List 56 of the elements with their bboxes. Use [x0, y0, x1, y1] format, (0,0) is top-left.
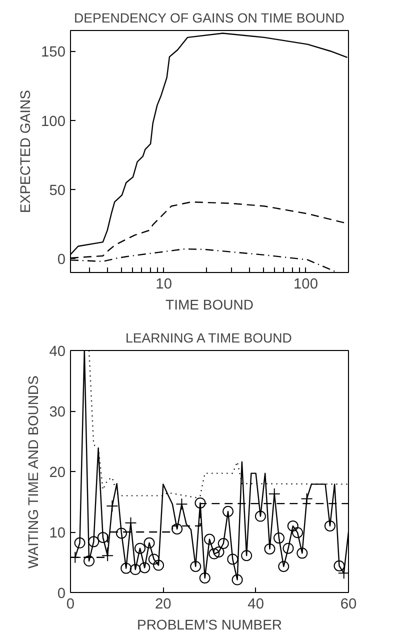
point: [204, 534, 215, 545]
y-tick-label: 150: [41, 44, 66, 61]
point: [324, 520, 336, 532]
chart-title: LEARNING A TIME BOUND: [125, 330, 292, 346]
point: [144, 537, 155, 548]
point: [190, 560, 202, 572]
point: [222, 506, 234, 517]
point: [130, 564, 141, 575]
point: [148, 554, 160, 565]
y-tick-label: 40: [49, 344, 66, 360]
x-axis-title: PROBLEM'S NUMBER: [136, 616, 282, 632]
point: [194, 497, 206, 508]
x-tick-label: 60: [340, 596, 357, 612]
point: [134, 542, 146, 554]
point: [282, 542, 294, 554]
point: [172, 523, 183, 534]
y-axis-title: EXPECTED GAINS: [17, 90, 34, 213]
point: [274, 532, 284, 544]
point: [120, 562, 132, 574]
point: [338, 567, 348, 580]
point: [199, 572, 210, 584]
point: [264, 543, 276, 554]
point: [106, 500, 118, 512]
y-tick-label: 10: [49, 526, 66, 542]
y-tick-label: 50: [49, 183, 66, 200]
point: [334, 560, 345, 572]
point: [74, 537, 86, 548]
y-tick-label: 100: [41, 114, 66, 130]
point: [218, 538, 229, 549]
point: [296, 548, 308, 559]
point: [208, 548, 220, 560]
x-tick-label: 20: [155, 596, 172, 612]
point: [213, 546, 224, 558]
point: [278, 560, 290, 572]
point: [232, 574, 243, 586]
point: [84, 556, 95, 567]
point: [254, 510, 266, 522]
point: [153, 560, 164, 571]
point: [176, 498, 188, 510]
chart-title: DEPENDENCY OF GAINS ON TIME BOUND: [74, 10, 345, 26]
point: [88, 536, 100, 548]
point: [139, 562, 150, 574]
y-tick-label: 0: [57, 252, 66, 268]
point: [97, 532, 108, 543]
y-axis-title: WAITING TIME AND BOUNDS: [25, 376, 42, 568]
point: [116, 528, 127, 539]
point: [292, 527, 304, 538]
x-axis-title: TIME BOUND: [166, 296, 254, 312]
point: [287, 520, 298, 532]
point: [241, 550, 252, 562]
point: [300, 492, 313, 505]
point: [227, 554, 238, 565]
x-tick-label: 40: [248, 596, 264, 612]
y-tick-label: 20: [49, 465, 66, 481]
y-tick-label: 30: [49, 404, 66, 420]
y-tick-label: 0: [57, 586, 66, 602]
